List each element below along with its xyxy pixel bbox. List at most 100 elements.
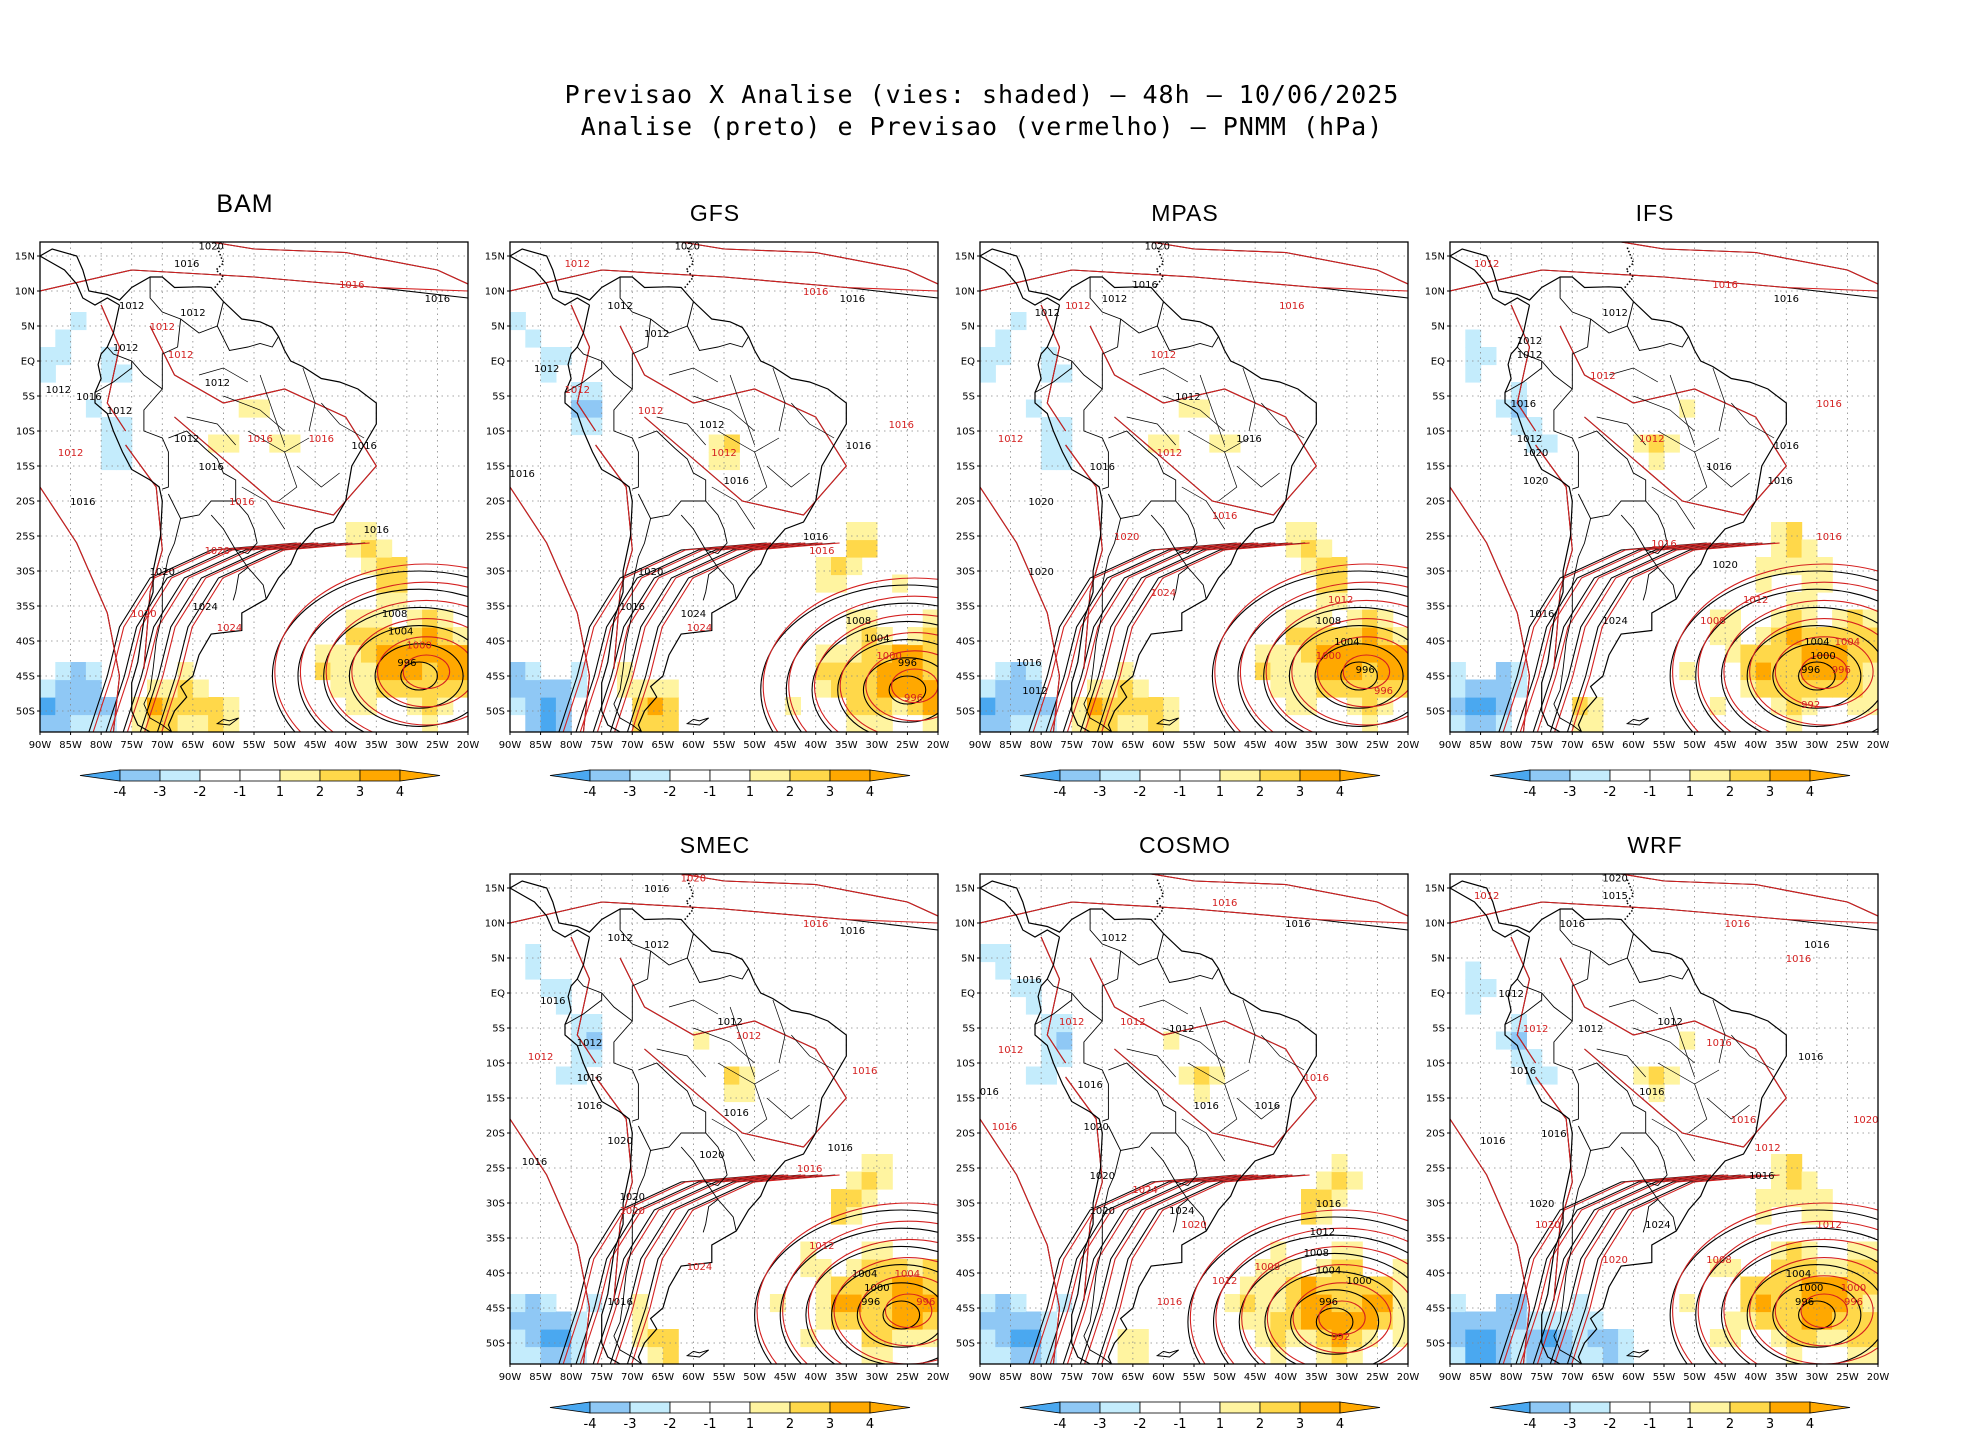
colorbar-label: -1 [1644,1417,1657,1432]
forecast-label: 1020 [1114,532,1139,543]
bias-cell [1194,1066,1210,1085]
bias-cell [510,1346,526,1364]
forecast-isobar-andes [1065,1076,1103,1302]
forecast-isobar-low [1697,1220,1878,1364]
lon-tick-label: 50W [1683,740,1706,751]
bias-cell [907,1294,924,1313]
lon-tick-label: 25W [1366,740,1389,751]
bias-cell [876,679,893,698]
lon-tick-label: 40W [1274,740,1297,751]
forecast-isobar-low [1239,581,1408,732]
bias-cell [1465,679,1482,698]
forecast-isobar-pacific [980,486,1061,732]
analysis-label: 1012 [644,940,669,951]
bias-cell [1301,644,1317,663]
bias-cell [1377,609,1394,628]
bias-cell [147,697,163,716]
lat-tick-label: 5S [22,392,35,403]
bias-cell [831,644,847,663]
forecast-label: 992 [1801,700,1820,711]
bias-cell [1801,662,1818,681]
colorbar-segment [1219,769,1261,782]
bias-cell [1786,1241,1803,1260]
ticks [1447,255,1879,735]
bias-cell [116,452,133,471]
forecast-isobar-wave [1554,542,1763,732]
colorbar: -4 -3 -2 -1 1 2 3 4 [1489,1401,1851,1432]
analysis-label: 1012 [174,434,199,445]
bias-cell [1465,996,1482,1015]
bias-cell [815,1259,832,1278]
forecast-isobar-andes-north [1510,936,1537,1064]
lon-tick-label: 65W [652,1372,675,1383]
lon-tick-label: 35W [1305,740,1328,751]
state-border [772,999,786,1064]
panel-title: WRF [1627,832,1683,858]
state-border [1706,1097,1750,1120]
analysis-label: 1016 [1132,280,1157,291]
map-ifs: 1016 1012 1012 1012 1016 1012 1020 1020 1016 1016… [1425,241,1889,800]
bias-cell [739,1084,756,1103]
forecast-isobar-andes-north [100,304,127,432]
colorbar-segment [629,1401,671,1414]
bias-cell [1801,1311,1818,1330]
bias-cell [1618,1346,1634,1364]
state-border [656,1048,706,1078]
bias-cell [1725,609,1741,628]
bias-cell [1816,644,1833,663]
forecast-isobar-low [1749,618,1878,726]
bias-cell [1480,1329,1497,1348]
bias-cell [1450,697,1466,716]
bias-cell [510,662,526,681]
analysis-isobar-low [837,639,938,732]
analysis-label: 1016 [522,1157,547,1168]
bias-cell [1832,644,1848,663]
bias-cell [907,679,924,698]
colorbar-label: -1 [704,785,717,800]
lon-tick-label: 50W [1213,740,1236,751]
map-bam: 1020 1016 1016 1012 1012 1012 1012 1012 1016 1012… [15,241,479,800]
colorbar-cap-high [1809,1401,1851,1414]
bias-shading [980,944,1408,1364]
bias-cell [632,1294,649,1313]
bias-cell [525,1329,542,1348]
bias-cell [330,644,347,663]
country-border [1120,933,1164,966]
forecast-label: 1012 [711,448,736,459]
bias-cell [1010,1311,1027,1330]
lon-tick-label: 25W [896,1372,919,1383]
bias-cell [1786,1346,1803,1364]
forecast-isobar-low [762,577,938,732]
country-border [1172,1181,1189,1233]
panel-gfs: GFS 1020 1016 1012 1012 1012 1012 1016 1016 1016… [480,200,950,800]
bias-cell [1832,1259,1848,1278]
lon-tick-label: 55W [713,740,736,751]
state-border [1688,1083,1708,1134]
forecast-label: 1012 [565,385,590,396]
bias-cell [1740,1311,1757,1330]
bias-cell [980,364,996,383]
country-border [1156,325,1219,352]
colorbar-segment [1609,769,1651,782]
analysis-label: 1012 [644,329,669,340]
bias-cell [1648,452,1665,471]
forecast-label: 1020 [620,1206,645,1217]
bias-cell [1816,557,1833,576]
falklands [1625,1349,1650,1358]
bias-cell [861,627,878,646]
forecast-isobar-wave [1519,1174,1729,1364]
bias-cell [1587,714,1604,732]
bias-cell [345,697,362,716]
bias-cell [1648,1084,1665,1103]
colorbar-label: -2 [1604,1417,1617,1432]
forecast-isobar-wave [1536,542,1746,732]
forecast-isobar-low [1318,1300,1366,1336]
bias-cell [995,1346,1012,1364]
bias-cell [1771,557,1787,576]
state-border [1218,451,1238,502]
bias-cell [101,347,117,366]
bias-cell [1346,627,1363,646]
bias-cell [1465,364,1482,383]
bias-cell [980,944,996,963]
bias-cell [1025,399,1042,418]
